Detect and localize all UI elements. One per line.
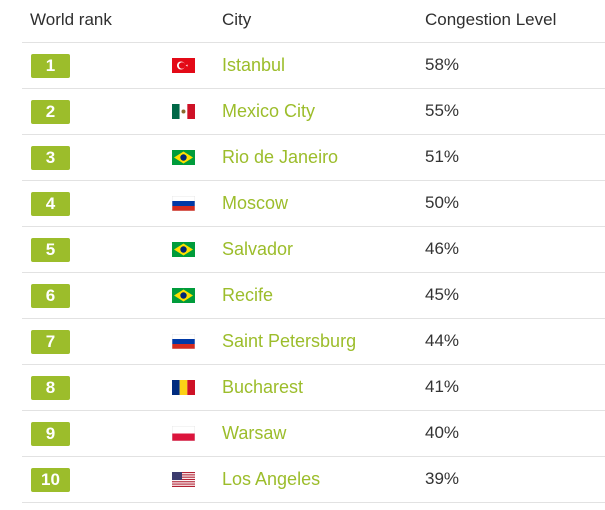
rank-badge: 10 bbox=[31, 468, 70, 492]
city-link[interactable]: Istanbul bbox=[222, 55, 286, 75]
congestion-value: 46% bbox=[425, 239, 460, 258]
rank-badge: 5 bbox=[31, 238, 70, 262]
congestion-value: 44% bbox=[425, 331, 460, 350]
rank-badge: 6 bbox=[31, 284, 70, 308]
city-link[interactable]: Saint Petersburg bbox=[222, 331, 357, 351]
header-world-rank: World rank bbox=[30, 10, 112, 29]
romania-flag-icon bbox=[172, 380, 195, 395]
russia-flag-icon bbox=[172, 196, 195, 211]
congestion-value: 55% bbox=[425, 101, 460, 120]
poland-flag-icon bbox=[172, 426, 195, 441]
rank-badge: 7 bbox=[31, 330, 70, 354]
rank-badge: 4 bbox=[31, 192, 70, 216]
brazil-flag-icon bbox=[172, 242, 195, 257]
turkey-flag-icon bbox=[172, 58, 195, 73]
brazil-flag-icon bbox=[172, 150, 195, 165]
congestion-value: 51% bbox=[425, 147, 460, 166]
city-link[interactable]: Warsaw bbox=[222, 423, 287, 443]
congestion-value: 41% bbox=[425, 377, 460, 396]
table-row: 1 Istanbul 58% bbox=[22, 43, 605, 89]
congestion-value: 45% bbox=[425, 285, 460, 304]
table-row: 10 Los Angeles 39% bbox=[22, 457, 605, 503]
city-link[interactable]: Salvador bbox=[222, 239, 294, 259]
rank-badge: 1 bbox=[31, 54, 70, 78]
congestion-ranking-table: World rank City Congestion Level 1 Istan… bbox=[22, 0, 605, 503]
congestion-value: 40% bbox=[425, 423, 460, 442]
russia-flag-icon bbox=[172, 334, 195, 349]
city-link[interactable]: Mexico City bbox=[222, 101, 316, 121]
header-city: City bbox=[222, 10, 252, 29]
table-row: 7 Saint Petersburg 44% bbox=[22, 319, 605, 365]
rank-badge: 9 bbox=[31, 422, 70, 446]
congestion-value: 50% bbox=[425, 193, 460, 212]
city-link[interactable]: Los Angeles bbox=[222, 469, 321, 489]
table-row: 4 Moscow 50% bbox=[22, 181, 605, 227]
brazil-flag-icon bbox=[172, 288, 195, 303]
table-row: 2 Mexico City 55% bbox=[22, 89, 605, 135]
table-row: 9 Warsaw 40% bbox=[22, 411, 605, 457]
rank-badge: 8 bbox=[31, 376, 70, 400]
city-link[interactable]: Moscow bbox=[222, 193, 289, 213]
usa-flag-icon bbox=[172, 472, 195, 487]
congestion-value: 39% bbox=[425, 469, 460, 488]
city-link[interactable]: Bucharest bbox=[222, 377, 304, 397]
city-link[interactable]: Rio de Janeiro bbox=[222, 147, 339, 167]
congestion-value: 58% bbox=[425, 55, 460, 74]
header-congestion-level: Congestion Level bbox=[425, 10, 557, 29]
table-row: 3 Rio de Janeiro 51% bbox=[22, 135, 605, 181]
table-row: 6 Recife 45% bbox=[22, 273, 605, 319]
mexico-flag-icon bbox=[172, 104, 195, 119]
city-link[interactable]: Recife bbox=[222, 285, 274, 305]
table-row: 8 Bucharest 41% bbox=[22, 365, 605, 411]
rank-badge: 2 bbox=[31, 100, 70, 124]
rank-badge: 3 bbox=[31, 146, 70, 170]
table-header: World rank City Congestion Level bbox=[22, 0, 605, 43]
table-row: 5 Salvador 46% bbox=[22, 227, 605, 273]
